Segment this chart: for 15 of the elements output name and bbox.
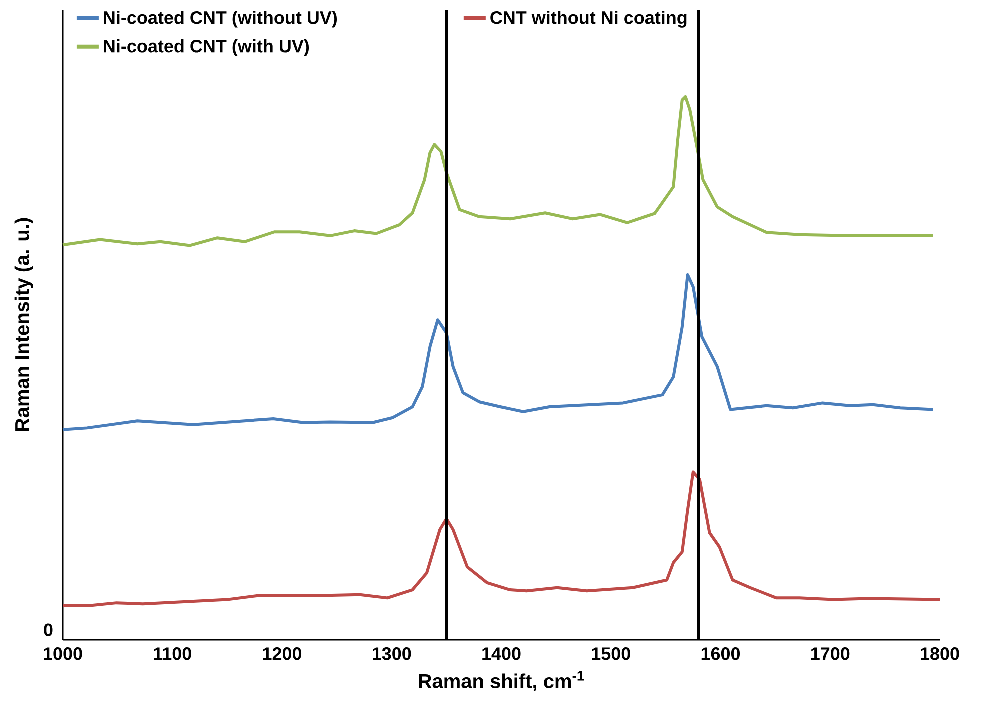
y-axis-title: Raman Intensity (a. u.): [14, 218, 34, 432]
x-tick-label: 1700: [812, 648, 850, 660]
legend-label: Ni-coated CNT (without UV): [104, 11, 338, 28]
x-tick-label: 1100: [154, 648, 192, 660]
x-tick-label: 1400: [482, 648, 521, 660]
legend-label: CNT without Ni coating: [490, 11, 687, 28]
text: 0: [44, 624, 53, 636]
legend-label: Ni-coated CNT (with UV): [104, 40, 310, 56]
x-tick-label: 1600: [702, 648, 740, 660]
x-tick-label: 1000: [44, 648, 82, 660]
x-tick-label: 1200: [263, 648, 302, 660]
x-tick-label: 1500: [592, 648, 630, 660]
x-tick-label: 1800: [921, 648, 960, 660]
x-axis-title: Raman shift, cm$^{-1}$: [419, 671, 584, 692]
x-tick-label: 1300: [372, 648, 412, 660]
